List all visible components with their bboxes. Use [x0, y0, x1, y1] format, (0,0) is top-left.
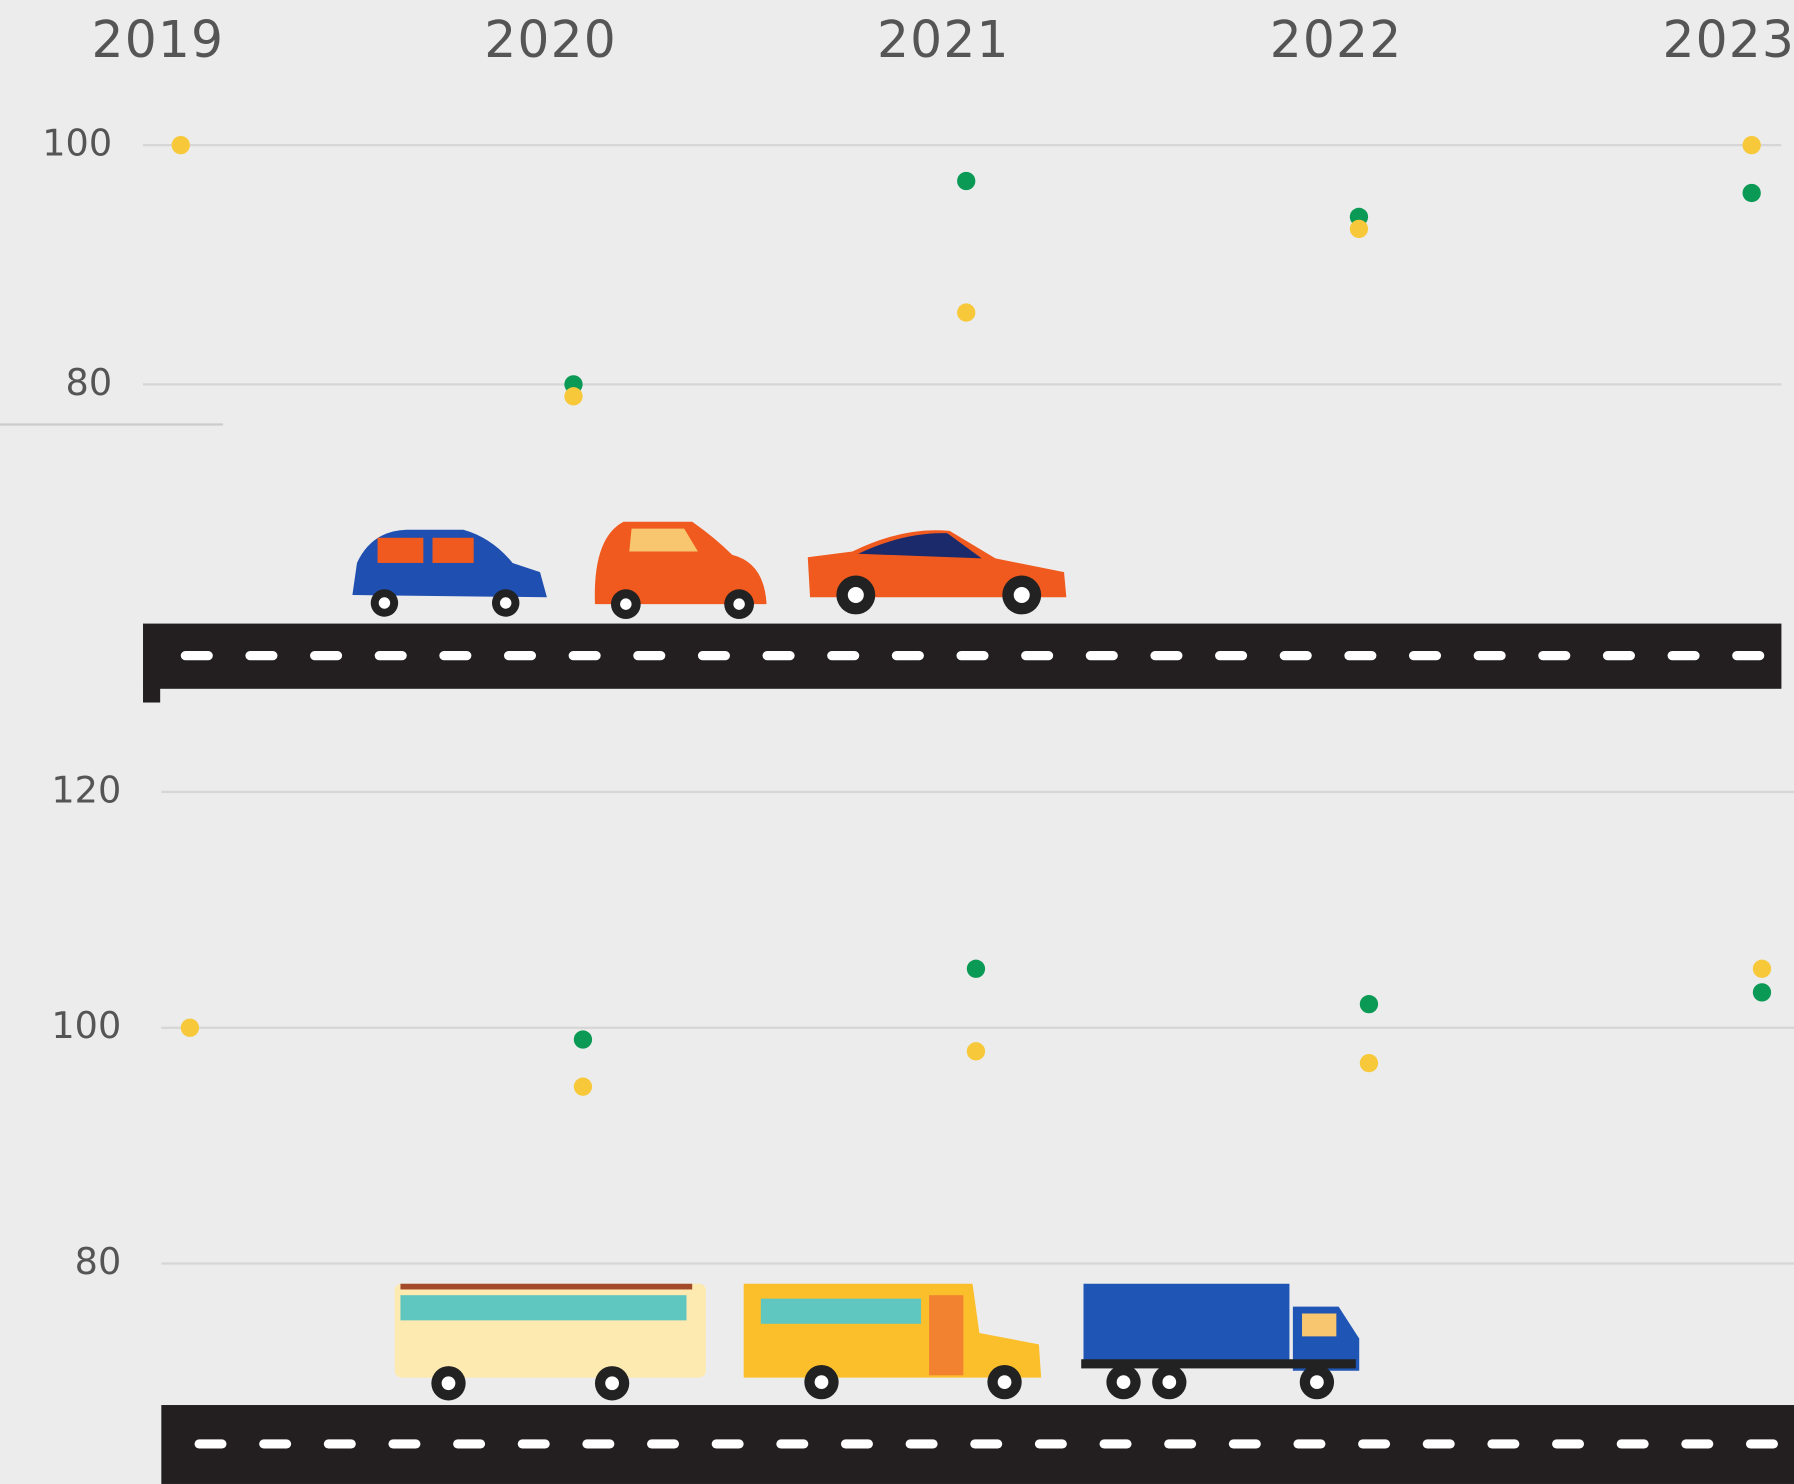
lane-dash [245, 651, 277, 660]
lane-dash [439, 651, 471, 660]
point [1743, 136, 1761, 154]
point [574, 1078, 592, 1096]
x-tick-label: 2022 [1270, 10, 1403, 69]
lane-dash [569, 651, 601, 660]
point [1360, 995, 1378, 1013]
lane-dash [1293, 1439, 1325, 1448]
lane-dash [1100, 1439, 1132, 1448]
background [0, 0, 1794, 1484]
lane-dash [1035, 1439, 1067, 1448]
point [1753, 960, 1771, 978]
lane-dash [906, 1439, 938, 1448]
lane-dash [841, 1439, 873, 1448]
point [967, 960, 985, 978]
lane-dash [633, 651, 665, 660]
y-tick-label: 100 [51, 1004, 121, 1047]
lane-dash [504, 651, 536, 660]
lane-dash [453, 1439, 485, 1448]
lane-dash [324, 1439, 356, 1448]
lane-dash [1164, 1439, 1196, 1448]
lane-dash [1280, 651, 1312, 660]
lane-dash [582, 1439, 614, 1448]
lane-dash [763, 651, 795, 660]
lane-dash [310, 651, 342, 660]
lane-dash [647, 1439, 679, 1448]
point [564, 387, 582, 405]
road-edge [143, 687, 160, 703]
lane-dash [1086, 651, 1118, 660]
lane-dash [1150, 651, 1182, 660]
lane-dash [518, 1439, 550, 1448]
lane-dash [1538, 651, 1570, 660]
lane-dash [1552, 1439, 1584, 1448]
point [181, 1019, 199, 1037]
point [957, 172, 975, 190]
lane-dash [1358, 1439, 1390, 1448]
lane-dash [698, 651, 730, 660]
point [172, 136, 190, 154]
point [1753, 983, 1771, 1001]
lane-dash [1474, 651, 1506, 660]
point [1360, 1054, 1378, 1072]
lane-dash [1409, 651, 1441, 660]
point [967, 1042, 985, 1060]
lane-dash [712, 1439, 744, 1448]
lane-dash [970, 1439, 1002, 1448]
lane-dash [1732, 651, 1764, 660]
lane-dash [375, 651, 407, 660]
x-tick-label: 2023 [1662, 10, 1794, 69]
lane-dash [181, 651, 213, 660]
y-tick-label: 80 [66, 361, 113, 404]
y-tick-label: 100 [42, 122, 112, 165]
lane-dash [1229, 1439, 1261, 1448]
lane-dash [1423, 1439, 1455, 1448]
lane-dash [195, 1439, 227, 1448]
lane-dash [1681, 1439, 1713, 1448]
lane-dash [1487, 1439, 1519, 1448]
lane-dash [1617, 1439, 1649, 1448]
lane-dash [956, 651, 988, 660]
lane-dash [1603, 651, 1635, 660]
lane-dash [1746, 1439, 1778, 1448]
lane-dash [388, 1439, 420, 1448]
chart: 80 100 2019 2020 2021 2022 2023 80 100 120 [0, 0, 1794, 1484]
point [1350, 220, 1368, 238]
lane-dash [776, 1439, 808, 1448]
point [1743, 184, 1761, 202]
x-tick-label: 2021 [877, 10, 1010, 69]
lane-dash [892, 651, 924, 660]
lane-dash [1215, 651, 1247, 660]
x-tick-label: 2019 [92, 10, 225, 69]
lane-dash [827, 651, 859, 660]
y-tick-label: 80 [75, 1240, 122, 1283]
lane-dash [259, 1439, 291, 1448]
lane-dash [1668, 651, 1700, 660]
point [957, 303, 975, 321]
point [574, 1030, 592, 1048]
y-tick-label: 120 [51, 768, 121, 811]
lane-dash [1021, 651, 1053, 660]
x-tick-label: 2020 [484, 10, 617, 69]
lane-dash [1344, 651, 1376, 660]
